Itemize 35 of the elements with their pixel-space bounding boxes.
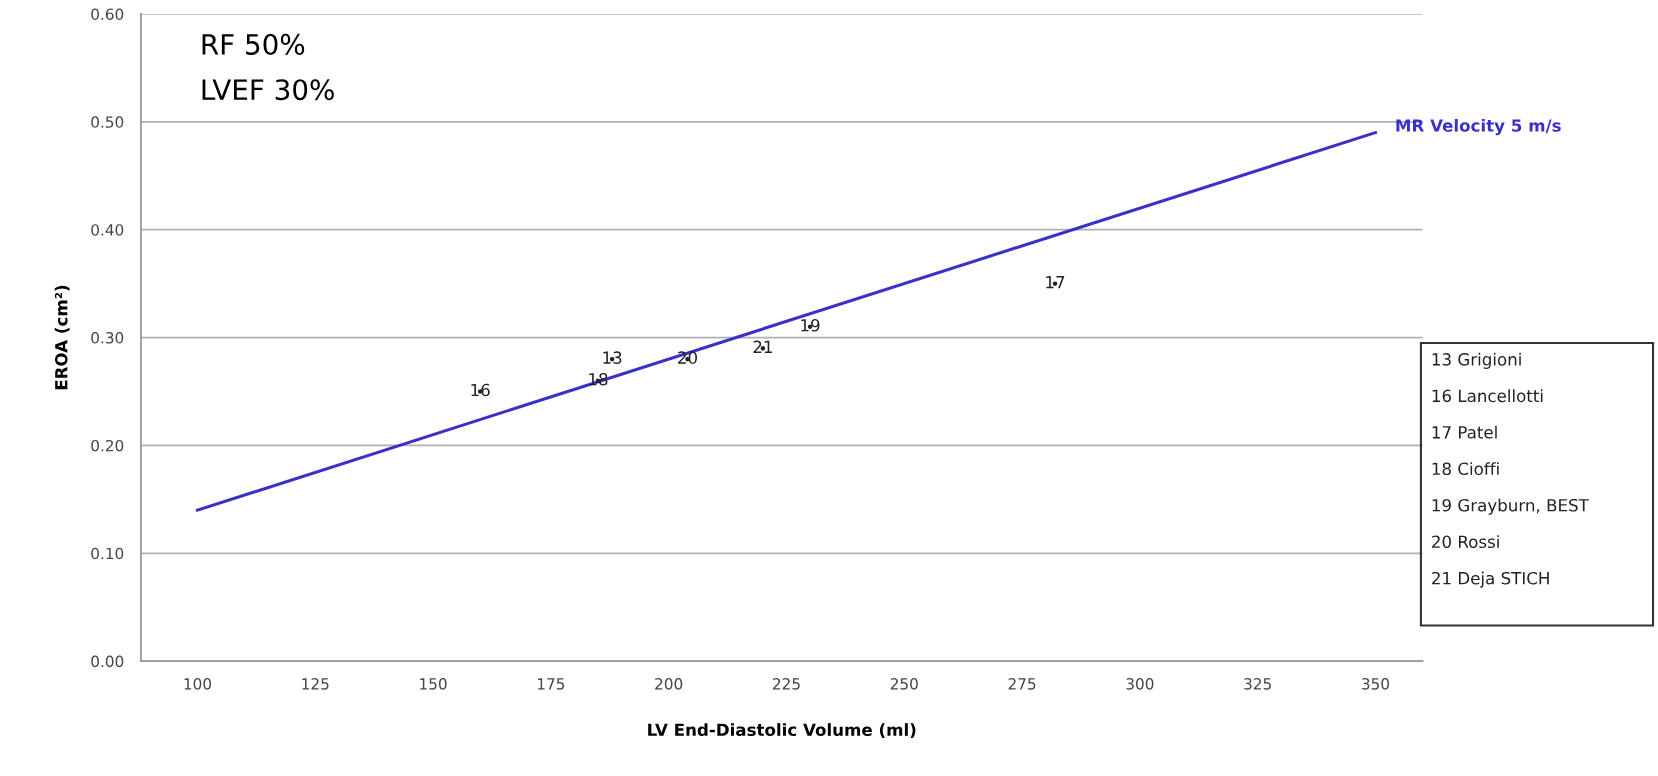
- x-tick-label: 350: [1362, 678, 1390, 690]
- series-label: 16: [471, 383, 490, 397]
- x-tick-label: 300: [1126, 678, 1154, 690]
- x-tick-label: 225: [773, 678, 800, 690]
- x-tick-label: 175: [537, 678, 565, 690]
- y-tick-label: 0.20: [91, 439, 124, 452]
- series-label: MR Velocity 5 m/s: [1396, 118, 1561, 136]
- text: 18 Cioffi: [1432, 462, 1499, 476]
- y-tick-label: 0.50: [91, 116, 124, 128]
- series-label: 21: [753, 340, 772, 353]
- text: 20 Rossi: [1432, 535, 1499, 549]
- y-tick-label: 0.30: [91, 332, 124, 344]
- text: 21 Deja STICH: [1432, 571, 1549, 588]
- text: RF 50%: [202, 33, 305, 55]
- series-label: 17: [1046, 276, 1065, 289]
- x-tick-label: 100: [184, 678, 212, 690]
- text: 13 Grigioni: [1432, 352, 1521, 369]
- x-tick-label: 250: [890, 678, 918, 690]
- y-tick-label: 0.00: [91, 655, 124, 668]
- series-label: 13: [603, 351, 622, 364]
- x-tick-label: 325: [1244, 678, 1271, 690]
- text: 17 Patel: [1432, 425, 1497, 439]
- y-tick-label: 0.60: [91, 8, 124, 20]
- series-label: 19: [801, 319, 820, 332]
- y-tick-label: 0.40: [91, 224, 124, 236]
- x-tick-label: 150: [420, 678, 447, 690]
- x-axis-title: LV End-Diastolic Volume (ml): [648, 723, 916, 739]
- x-tick-label: 200: [655, 678, 683, 690]
- text: 16 Lancellotti: [1432, 389, 1543, 403]
- text: LVEF 30%: [202, 79, 334, 101]
- x-tick-label: 275: [1008, 678, 1036, 690]
- y-tick-label: 0.10: [91, 547, 124, 560]
- x-tick-label: 125: [302, 678, 329, 690]
- text: 19 Grayburn, BEST: [1432, 498, 1589, 515]
- y-axis-title: EROA (cm²): [54, 285, 70, 390]
